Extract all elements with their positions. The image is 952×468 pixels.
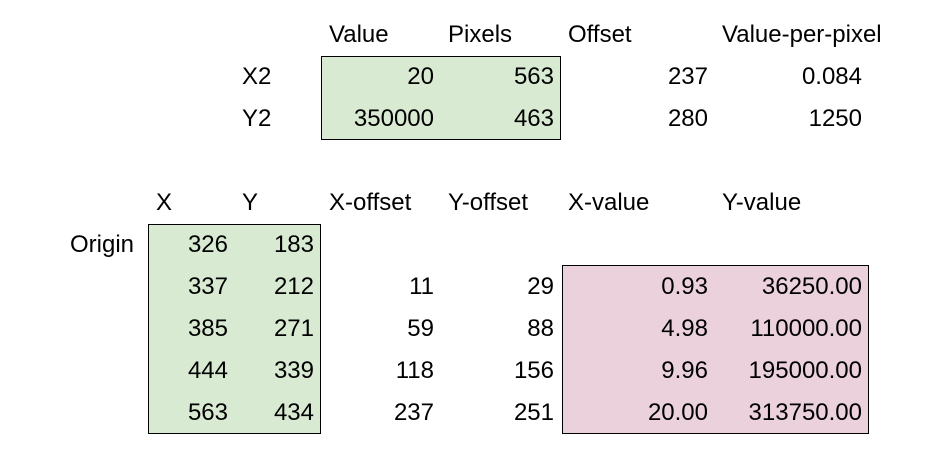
cell-x-value: 9.96 xyxy=(661,357,708,384)
cell-x-value: 4.98 xyxy=(661,315,708,342)
top-input-box xyxy=(321,56,561,140)
cell-y: 434 xyxy=(273,399,314,426)
header-y: Y xyxy=(242,189,259,216)
header-value-per-pixel: Value-per-pixel xyxy=(722,21,882,48)
header-x: X xyxy=(156,189,173,216)
cell-x2-pixels: 563 xyxy=(513,63,554,90)
cell-x: 337 xyxy=(187,273,228,300)
cell-y: 183 xyxy=(273,231,314,258)
cell-y-value: 313750.00 xyxy=(748,399,862,426)
header-x-value: X-value xyxy=(568,189,650,216)
cell-y: 271 xyxy=(273,315,314,342)
row-label-x2: X2 xyxy=(242,63,272,90)
cell-x-offset: 59 xyxy=(407,315,434,342)
cell-y-value xyxy=(716,224,862,266)
header-x-offset: X-offset xyxy=(329,189,412,216)
cell-x-offset: 118 xyxy=(395,357,434,384)
cell-x-offset xyxy=(321,224,434,266)
cell-y-offset: 156 xyxy=(513,357,554,384)
cell-x-value xyxy=(560,224,708,266)
header-value: Value xyxy=(329,21,389,48)
header-pixels: Pixels xyxy=(448,21,513,48)
cell-x2-offset: 237 xyxy=(667,63,708,90)
header-offset: Offset xyxy=(568,21,632,48)
header-y-offset: Y-offset xyxy=(448,189,529,216)
cell-x-value: 0.93 xyxy=(661,273,708,300)
header-y-value: Y-value xyxy=(722,189,802,216)
cell-x: 326 xyxy=(187,231,228,258)
result-box xyxy=(562,265,869,434)
cell-y-offset xyxy=(441,224,554,266)
cell-x: 444 xyxy=(187,357,228,384)
cell-x2-vpp: 0.084 xyxy=(801,63,862,90)
cell-x: 385 xyxy=(187,315,228,342)
cell-x-value: 20.00 xyxy=(647,399,708,426)
cell-x-offset: 11 xyxy=(409,273,434,300)
cell-y: 339 xyxy=(273,357,314,384)
origin-label: Origin xyxy=(70,231,135,258)
cell-x-offset: 237 xyxy=(393,399,434,426)
cell-y-offset: 29 xyxy=(527,273,554,300)
cell-y-value: 195000.00 xyxy=(748,357,862,384)
cell-y-value: 110000.00 xyxy=(750,315,862,342)
cell-x: 563 xyxy=(187,399,228,426)
row-label-y2: Y2 xyxy=(242,105,272,132)
cell-y-offset: 251 xyxy=(513,399,554,426)
xy-input-box xyxy=(148,224,321,434)
cell-y2-offset: 280 xyxy=(667,105,708,132)
cell-y2-value: 350000 xyxy=(353,105,434,132)
cell-y-offset: 88 xyxy=(527,315,554,342)
cell-y2-pixels: 463 xyxy=(513,105,554,132)
cell-y: 212 xyxy=(273,273,314,300)
cell-y-value: 36250.00 xyxy=(761,273,862,300)
cell-y2-vpp: 1250 xyxy=(808,105,862,132)
cell-x2-value: 20 xyxy=(407,63,434,90)
